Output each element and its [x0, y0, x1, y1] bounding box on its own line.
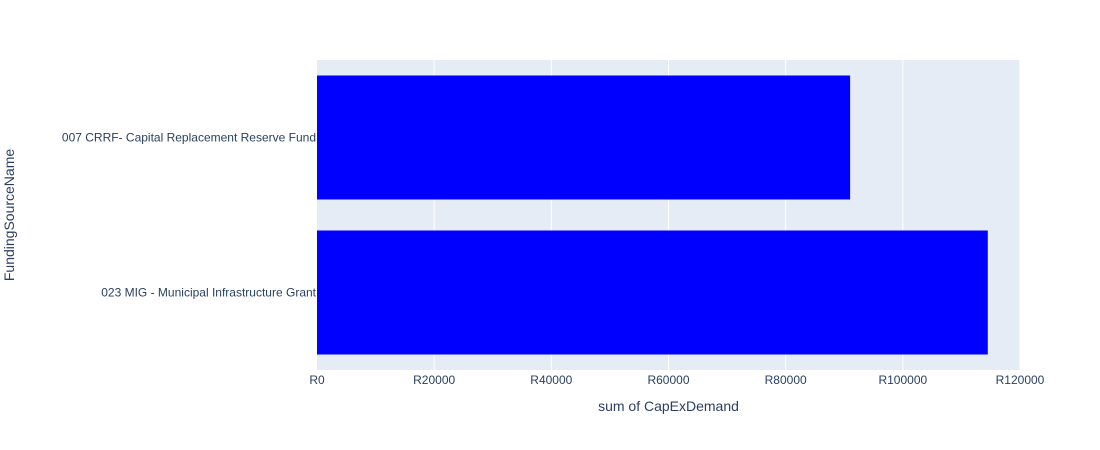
x-tick-label: R80000: [765, 373, 807, 387]
x-tick-label: R0: [309, 373, 325, 387]
x-axis-ticks: R0 R20000 R40000 R60000 R80000 R100000 R120000: [309, 373, 1044, 387]
bar[interactable]: [317, 230, 988, 355]
y-axis-ticks: 007 CRRF- Capital Replacement Reserve Fu…: [62, 131, 317, 300]
x-tick-label: R100000: [878, 373, 927, 387]
y-tick-label: 023 MIG - Municipal Infrastructure Grant: [101, 286, 316, 300]
x-tick-label: R20000: [413, 373, 455, 387]
x-axis-title: sum of CapExDemand: [598, 398, 739, 414]
x-tick-label: R40000: [530, 373, 572, 387]
bar[interactable]: [317, 75, 851, 200]
y-tick-label: 007 CRRF- Capital Replacement Reserve Fu…: [62, 131, 316, 145]
y-axis-title: FundingSourceName: [1, 149, 17, 282]
bars: [317, 75, 988, 355]
x-tick-label: R60000: [647, 373, 689, 387]
x-tick-label: R120000: [996, 373, 1045, 387]
